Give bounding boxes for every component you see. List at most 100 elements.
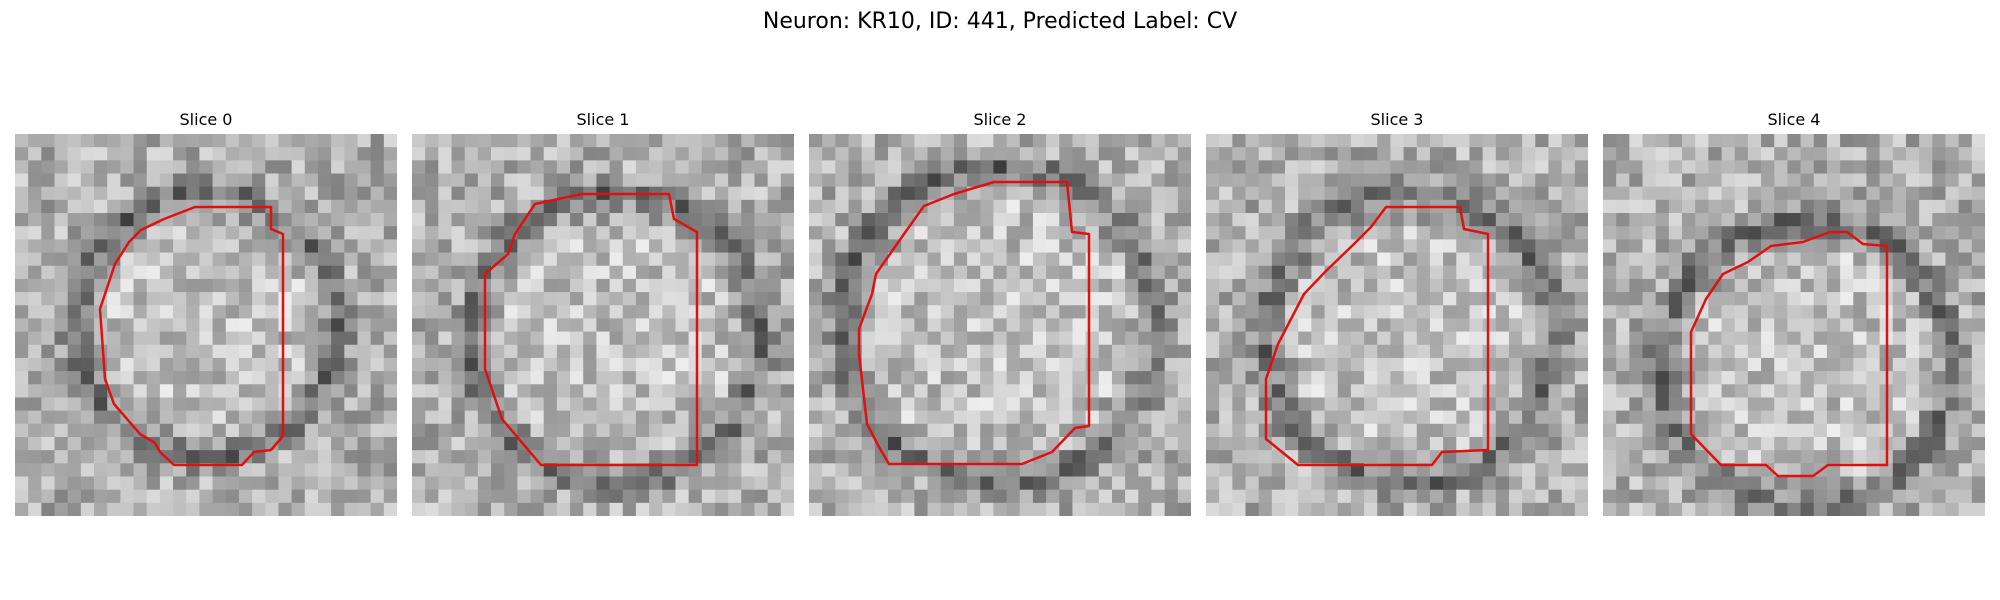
texture-pixel xyxy=(609,318,624,333)
texture-pixel xyxy=(570,489,584,504)
texture-pixel xyxy=(767,344,782,359)
texture-pixel xyxy=(1232,213,1247,227)
texture-pixel xyxy=(1708,213,1723,227)
texture-pixel xyxy=(1682,463,1696,478)
texture-pixel xyxy=(1535,410,1550,425)
slice-image-4 xyxy=(1603,134,1985,516)
texture-pixel xyxy=(780,357,794,372)
texture-pixel xyxy=(383,239,397,254)
texture-pixel xyxy=(1695,226,1709,240)
texture-pixel xyxy=(291,450,306,464)
texture-pixel xyxy=(370,344,385,359)
texture-pixel xyxy=(1826,134,1841,148)
texture-pixel xyxy=(317,463,332,478)
texture-pixel xyxy=(1390,450,1405,464)
texture-pixel xyxy=(1721,252,1736,267)
texture-pixel xyxy=(1350,489,1365,504)
texture-pixel xyxy=(265,371,280,385)
texture-pixel xyxy=(80,239,95,254)
texture-pixel xyxy=(1747,463,1762,478)
texture-pixel xyxy=(1390,384,1405,399)
texture-pixel xyxy=(714,476,729,491)
texture-pixel xyxy=(1177,344,1191,359)
texture-pixel xyxy=(543,160,558,175)
texture-pixel xyxy=(370,134,385,148)
texture-pixel xyxy=(265,476,280,491)
texture-pixel xyxy=(1971,199,1985,214)
texture-pixel xyxy=(1032,239,1047,254)
texture-pixel xyxy=(940,371,955,385)
texture-pixel xyxy=(940,476,955,491)
texture-pixel xyxy=(835,450,850,464)
texture-pixel xyxy=(1905,450,1920,464)
texture-pixel xyxy=(94,410,108,425)
texture-pixel xyxy=(159,476,174,491)
texture-pixel xyxy=(822,384,836,399)
texture-pixel xyxy=(15,410,29,425)
texture-pixel xyxy=(1787,213,1802,227)
texture-pixel xyxy=(212,357,227,372)
texture-pixel xyxy=(1932,160,1947,175)
texture-pixel xyxy=(159,160,174,175)
texture-pixel xyxy=(412,450,426,464)
texture-pixel xyxy=(1945,384,1960,399)
texture-pixel xyxy=(1840,331,1854,346)
texture-pixel xyxy=(54,344,69,359)
texture-pixel xyxy=(1324,357,1339,372)
texture-pixel xyxy=(1456,423,1471,438)
texture-pixel xyxy=(649,226,663,240)
texture-pixel xyxy=(438,292,453,306)
texture-pixel xyxy=(159,318,174,333)
texture-pixel xyxy=(1324,160,1339,175)
texture-pixel xyxy=(1377,476,1392,491)
texture-pixel xyxy=(1655,423,1670,438)
texture-pixel xyxy=(822,278,836,293)
texture-pixel xyxy=(1853,476,1868,491)
texture-pixel xyxy=(1177,410,1191,425)
texture-pixel xyxy=(317,476,332,491)
texture-pixel xyxy=(1177,147,1191,161)
texture-pixel xyxy=(940,292,955,306)
texture-pixel xyxy=(1111,397,1126,412)
texture-pixel xyxy=(1482,357,1497,372)
texture-pixel xyxy=(54,134,69,148)
texture-pixel xyxy=(543,384,558,399)
texture-pixel xyxy=(1006,502,1021,516)
texture-pixel xyxy=(1006,160,1021,175)
texture-pixel xyxy=(278,450,293,464)
texture-pixel xyxy=(317,331,332,346)
texture-pixel xyxy=(54,213,69,227)
texture-pixel xyxy=(675,502,690,516)
texture-pixel xyxy=(980,239,995,254)
texture-pixel xyxy=(1655,226,1670,240)
texture-pixel xyxy=(120,318,135,333)
texture-pixel xyxy=(1482,252,1497,267)
texture-pixel xyxy=(1826,292,1841,306)
texture-pixel xyxy=(1298,265,1312,280)
texture-pixel xyxy=(635,344,650,359)
texture-pixel xyxy=(1522,384,1536,399)
segmentation-contour xyxy=(98,205,285,467)
texture-pixel xyxy=(1138,147,1153,161)
texture-pixel xyxy=(822,160,836,175)
texture-pixel xyxy=(491,265,505,280)
texture-pixel xyxy=(1682,331,1696,346)
texture-pixel xyxy=(1019,265,1034,280)
texture-pixel xyxy=(1337,186,1352,201)
texture-pixel xyxy=(767,278,782,293)
texture-pixel xyxy=(28,173,42,188)
texture-pixel xyxy=(1522,450,1536,464)
texture-pixel xyxy=(1072,463,1087,478)
texture-pixel xyxy=(159,502,174,516)
texture-pixel xyxy=(649,239,663,254)
texture-pixel xyxy=(662,344,677,359)
texture-pixel xyxy=(67,305,82,320)
texture-pixel xyxy=(1668,384,1683,399)
texture-pixel xyxy=(1469,344,1484,359)
texture-pixel xyxy=(1111,252,1126,267)
texture-pixel xyxy=(1138,199,1153,214)
texture-pixel xyxy=(1826,344,1841,359)
texture-pixel xyxy=(186,344,201,359)
texture-pixel xyxy=(888,410,902,425)
texture-pixel xyxy=(1456,384,1471,399)
